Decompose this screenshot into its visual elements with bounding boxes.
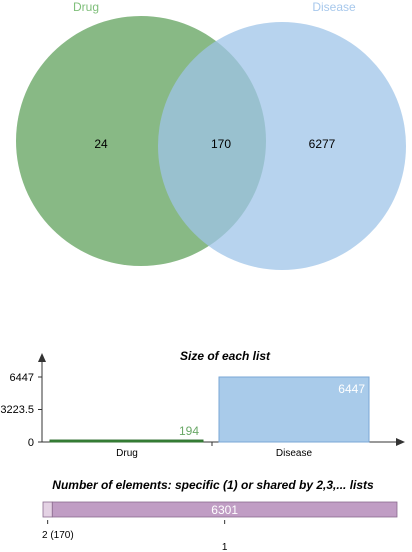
venn-set-label-drug: Drug <box>73 0 99 14</box>
bar-disease <box>218 376 370 443</box>
list-size-title: Size of each list <box>180 349 271 363</box>
x-category-label-disease: Disease <box>276 448 313 459</box>
venn-region-both: 170 <box>211 137 231 151</box>
shared-elements-chart: Number of elements: specific (1) or shar… <box>42 478 398 552</box>
segment-axis-label-specific: 1 <box>222 542 228 552</box>
bar-drug <box>49 439 204 443</box>
y-tick-label: 6447 <box>10 372 34 384</box>
x-axis-arrow <box>396 438 405 446</box>
venn-region-disease-only: 6277 <box>309 137 336 151</box>
y-tick-label: 0 <box>28 437 34 449</box>
list-size-chart: Size of each list 0 3223.5 6447 194 6447… <box>0 349 405 459</box>
y-tick-label: 3223.5 <box>0 404 34 416</box>
segment-value-label: 6301 <box>211 503 238 517</box>
bar-value-label-disease: 6447 <box>338 382 365 396</box>
venn-diagram: Drug Disease 24 170 6277 <box>16 0 406 270</box>
shared-elements-title: Number of elements: specific (1) or shar… <box>52 478 374 492</box>
segment-specific-1 <box>51 501 398 518</box>
segment-axis-label-shared: 2 (170) <box>42 530 74 541</box>
y-axis-arrow <box>38 353 46 362</box>
venn-region-drug-only: 24 <box>94 137 108 151</box>
x-category-label-drug: Drug <box>116 448 138 459</box>
bar-value-label-drug: 194 <box>179 424 199 438</box>
segment-shared-2 <box>42 501 53 518</box>
venn-circle-disease <box>158 22 406 270</box>
venn-set-label-disease: Disease <box>312 0 356 14</box>
